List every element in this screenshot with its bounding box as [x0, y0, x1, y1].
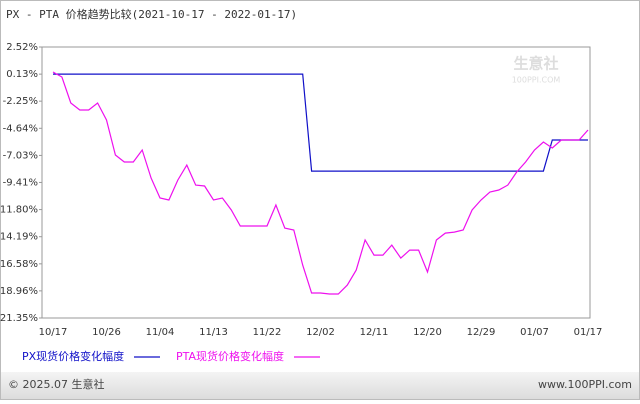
y-tick-label: -2.25%: [3, 96, 38, 107]
x-tick-label: 10/26: [92, 327, 121, 338]
y-tick-label: -14.19%: [0, 232, 38, 243]
series-line: [53, 73, 588, 172]
x-tick-label: 11/13: [199, 327, 228, 338]
y-tick-label: -9.41%: [3, 177, 38, 188]
y-tick-label: -16.58%: [0, 259, 38, 270]
y-tick-label: 2.52%: [6, 42, 38, 53]
watermark-sub: 100PPI.COM: [512, 76, 561, 85]
series-line: [52, 71, 589, 295]
footer-band: [1, 372, 639, 399]
x-tick-label: 11/04: [146, 327, 175, 338]
y-tick-label: 0.13%: [6, 69, 38, 80]
footer-left: © 2025.07 生意社: [8, 377, 104, 391]
x-tick-label: 01/17: [574, 327, 603, 338]
x-tick-label: 12/29: [467, 327, 496, 338]
legend-label: PTA现货价格变化幅度: [176, 349, 284, 363]
footer-right: www.100PPI.com: [538, 378, 632, 391]
y-tick-label: -7.03%: [3, 150, 38, 161]
x-tick-label: 12/20: [413, 327, 442, 338]
y-tick-label: -11.80%: [0, 205, 38, 216]
y-tick-label: -21.35%: [0, 313, 38, 324]
chart-title: PX - PTA 价格趋势比较(2021-10-17 - 2022-01-17): [6, 7, 297, 21]
x-tick-label: 10/17: [39, 327, 68, 338]
plot-area: [41, 46, 591, 319]
x-tick-label: 01/07: [520, 327, 549, 338]
x-tick-label: 11/22: [253, 327, 282, 338]
x-tick-label: 12/11: [360, 327, 389, 338]
y-tick-label: -18.96%: [0, 286, 38, 297]
legend-label: PX现货价格变化幅度: [22, 349, 124, 363]
y-tick-label: -4.64%: [3, 123, 38, 134]
x-tick-label: 12/02: [306, 327, 335, 338]
watermark: 生意社: [513, 55, 558, 73]
